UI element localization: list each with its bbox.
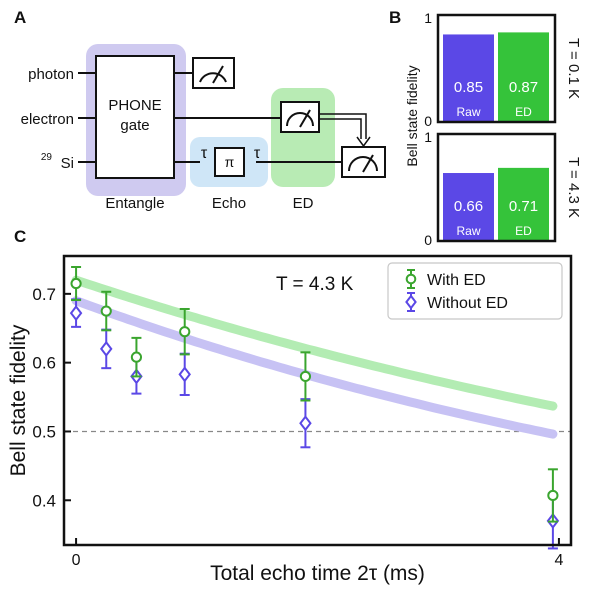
fidelity-panel-2: 0.66 Raw 0.71 ED 1 0 T = 4.3 K [424, 129, 582, 248]
bar-value-label-ed-1: 0.87 [509, 79, 538, 96]
input-label-electron: electron [21, 111, 74, 128]
bar-panel-frame-1 [436, 13, 557, 124]
panel-label-b: B [389, 8, 401, 27]
data-point-with-ed [179, 307, 191, 356]
y-tick-label: 0.6 [32, 354, 56, 373]
bar-tick-bottom-1: 0 [424, 113, 432, 129]
tau-label-left: τ [201, 145, 208, 162]
y-axis-label: Bell state fidelity [7, 324, 30, 476]
silicon-isotope-superscript: 29 [41, 152, 53, 163]
temperature-annotation: T = 4.3 K [276, 274, 354, 295]
bar-tick-top-2: 1 [424, 129, 432, 145]
chart-legend: With ED Without ED [387, 262, 563, 320]
x-tick-label: 0 [72, 552, 81, 569]
electron-meter-icon [280, 101, 320, 133]
legend-label: With ED [427, 272, 486, 289]
data-point-without-ed [99, 328, 113, 370]
data-point-without-ed [299, 398, 312, 449]
bar-tick-bottom-2: 0 [424, 232, 432, 248]
x-axis-label: Total echo time 2τ (ms) [210, 562, 425, 585]
input-label-silicon: Si [61, 155, 74, 172]
panel-label-c: C [14, 227, 26, 246]
legend-item-with-ed: With ED [405, 269, 486, 289]
data-point-with-ed [130, 336, 143, 378]
phone-gate-label-line2: gate [120, 117, 149, 134]
data-point-with-ed [299, 351, 312, 402]
chart-frame [62, 254, 573, 547]
y-tick-label: 0.4 [32, 491, 56, 510]
bar-value-label-raw-2: 0.66 [454, 198, 483, 215]
bar-name-label-ed-1: ED [515, 105, 532, 119]
pi-pulse-box [214, 147, 245, 177]
silicon-meter-icon [341, 146, 386, 178]
data-point-with-ed [70, 266, 82, 302]
panel-label-a: A [14, 8, 26, 27]
bar-name-label-ed-2: ED [515, 224, 532, 238]
photon-meter-icon [192, 57, 235, 89]
ed-label: ED [293, 195, 314, 212]
bar-panel-frame-2 [436, 132, 557, 243]
data-point-without-ed [178, 352, 191, 396]
y-tick-label: 0.7 [32, 285, 56, 304]
bar-tick-top-1: 1 [424, 10, 432, 26]
fidelity-bars-ylabel: Bell state fidelity [404, 65, 420, 166]
fit-curve-without-ed [71, 296, 558, 439]
data-point-without-ed [69, 298, 83, 328]
fit-curve-with-ed [71, 275, 558, 411]
x-tick-label: 4 [554, 552, 563, 569]
pi-pulse-label: π [225, 154, 235, 170]
tau-label-right: τ [254, 145, 261, 162]
phone-gate-box [95, 55, 175, 179]
bar-value-label-raw-1: 0.85 [454, 79, 483, 96]
fidelity-panel-1: 0.85 Raw 0.87 ED 1 0 T = 0.1 K [424, 10, 582, 129]
bar-name-label-raw-1: Raw [456, 105, 480, 119]
data-point-with-ed [100, 290, 112, 332]
temperature-label-2: T = 4.3 K [565, 157, 582, 218]
bar-ed-2 [498, 167, 549, 241]
legend-item-without-ed: Without ED [405, 292, 508, 312]
input-label-photon: photon [28, 66, 74, 83]
legend-label: Without ED [427, 295, 508, 312]
bar-value-label-ed-2: 0.71 [509, 198, 538, 215]
circuit-wires [78, 72, 342, 163]
temperature-label-1: T = 0.1 K [565, 38, 582, 99]
bar-raw-2 [443, 173, 494, 241]
y-tick-label: 0.5 [32, 422, 56, 441]
phone-gate-label-line1: PHONE [108, 97, 161, 114]
data-point-with-ed [547, 468, 559, 523]
echo-label: Echo [212, 195, 246, 212]
decay-chart: 0.4 0.5 0.6 0.7 0 4 Total echo time 2τ (ms) Bel… [7, 254, 573, 585]
bar-name-label-raw-2: Raw [456, 224, 480, 238]
bar-raw-1 [443, 34, 494, 123]
entangle-label: Entangle [105, 195, 164, 212]
bar-ed-1 [498, 32, 549, 122]
